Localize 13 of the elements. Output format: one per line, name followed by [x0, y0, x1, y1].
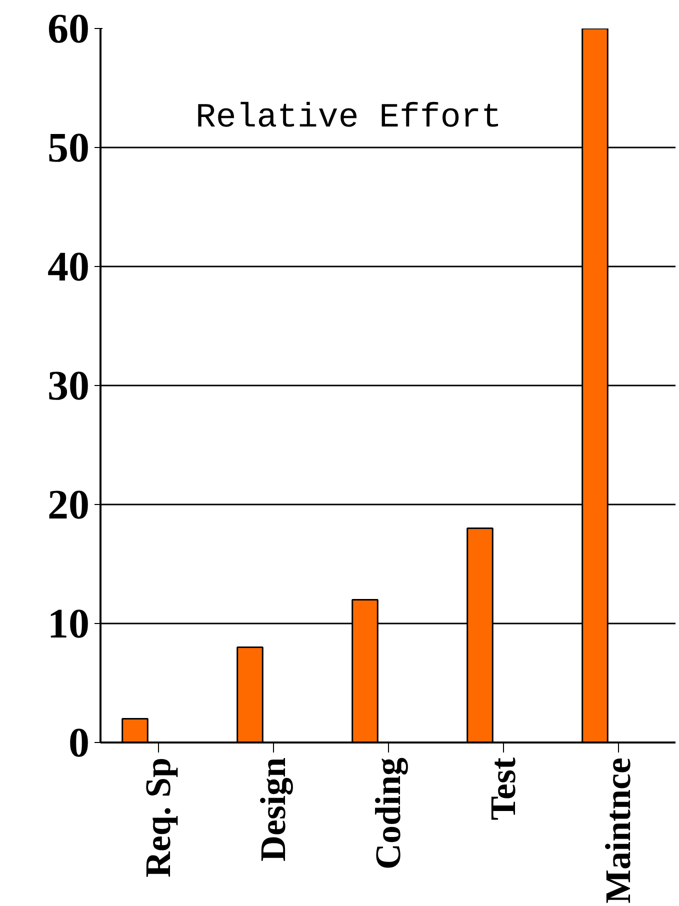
y-tick-label: 40	[48, 244, 90, 290]
x-tick-label: Coding	[368, 757, 408, 870]
y-tick-label: 0	[68, 720, 90, 766]
y-tick-label: 10	[48, 602, 90, 648]
x-tick-label: Maintnce	[598, 757, 638, 904]
annotation: Relative Effort	[196, 100, 502, 138]
y-tick-label: 60	[48, 6, 90, 52]
x-tick-label: Req. Sp	[138, 757, 178, 878]
y-tick-label: 50	[48, 126, 90, 172]
x-tick-label: Test	[483, 757, 523, 820]
y-tick-label: 20	[48, 482, 90, 528]
x-tick-label: Design	[253, 757, 293, 862]
y-tick-label: 30	[48, 364, 90, 410]
